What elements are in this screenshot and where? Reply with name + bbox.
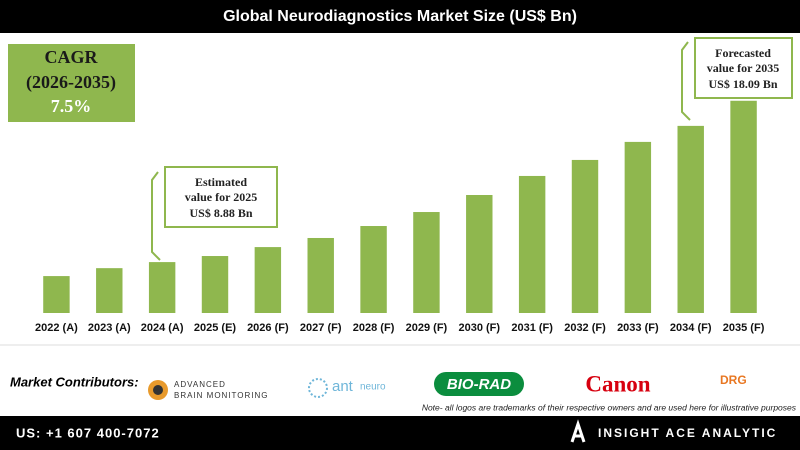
footer-bar (0, 416, 800, 450)
x-tick-label: 2023 (A) (88, 322, 131, 334)
bar (413, 212, 440, 313)
logo-icon (153, 385, 163, 395)
bar (96, 268, 123, 313)
contributors-label: Market Contributors: (10, 374, 139, 389)
brand: INSIGHT ACE ANALYTIC (598, 426, 777, 440)
x-tick-label: 2033 (F) (617, 322, 659, 334)
cagr-box (8, 44, 135, 122)
bar (677, 125, 704, 313)
logo-shape (434, 372, 524, 396)
logo-text: ADVANCED (174, 380, 226, 389)
bar (307, 237, 334, 313)
cagr-period: (2026-2035) (26, 72, 116, 93)
x-tick-label: 2028 (F) (353, 322, 395, 334)
x-tick-label: 2035 (F) (723, 322, 765, 334)
logo-text: Canon (585, 371, 650, 396)
annotation-text: Forecasted (715, 46, 771, 60)
x-tick-label: 2029 (F) (406, 322, 448, 334)
bar (201, 256, 229, 313)
logo-text: neuro (360, 382, 386, 393)
x-tick-label: 2027 (F) (300, 322, 342, 334)
logo-text: BRAIN MONITORING (174, 391, 269, 400)
x-tick-label: 2030 (F) (458, 322, 500, 334)
bar (624, 141, 652, 313)
bar (360, 226, 387, 313)
cagr-value: 7.5% (51, 96, 92, 116)
annotation-text: Estimated (195, 175, 247, 189)
bar (254, 247, 282, 313)
bar (148, 262, 176, 313)
x-tick-label: 2025 (E) (194, 322, 237, 334)
bar (466, 195, 493, 313)
bar (518, 175, 546, 313)
logo-icon (308, 378, 328, 398)
x-tick-label: 2031 (F) (511, 322, 553, 334)
x-tick-label: 2022 (A) (35, 322, 78, 334)
title-bar (0, 0, 800, 33)
logo-text: DRG (720, 373, 747, 387)
annotation-bracket (681, 41, 691, 121)
logo-text: BIO-RAD (447, 376, 511, 393)
chart-title: Global Neurodiagnostics Market Size (US$… (223, 8, 577, 25)
x-tick-label: 2026 (F) (247, 322, 289, 334)
brand-icon (570, 419, 586, 443)
x-tick-label: 2024 (A) (141, 322, 184, 334)
annotation-bracket (151, 171, 161, 261)
annotation-box (164, 166, 278, 228)
annotation-box (694, 37, 793, 99)
bar (43, 276, 70, 313)
bar (571, 159, 599, 313)
x-tick-label: 2032 (F) (564, 322, 606, 334)
x-tick-label: 2034 (F) (670, 322, 712, 334)
annotation-text: US$ 8.88 Bn (189, 206, 252, 220)
annotation-text: US$ 18.09 Bn (708, 77, 777, 91)
note: Note- all logos are trademarks of their … (422, 402, 797, 412)
annotation-text: value for 2025 (185, 190, 257, 204)
phone: US: +1 607 400-7072 (16, 425, 160, 440)
logo-text: ant (332, 378, 354, 395)
annotation-text: value for 2035 (707, 61, 779, 75)
cagr-label: CAGR (45, 47, 99, 67)
bar (730, 100, 757, 313)
